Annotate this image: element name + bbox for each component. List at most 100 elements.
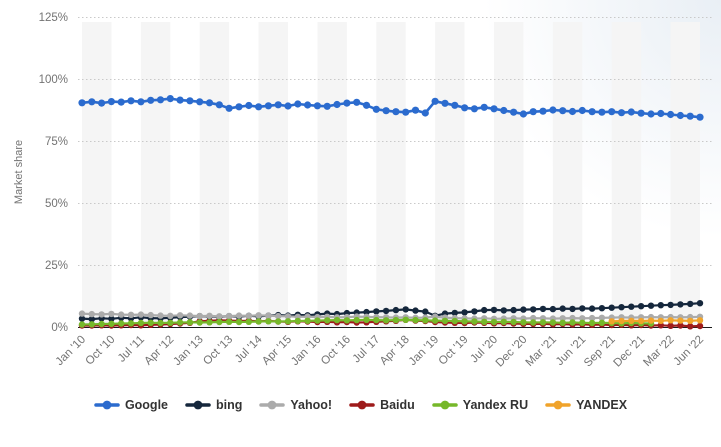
data-point[interactable] [205,99,214,107]
data-point[interactable] [402,306,409,313]
data-point[interactable] [421,109,429,117]
data-point[interactable] [617,109,626,117]
data-point[interactable] [196,312,203,320]
data-point[interactable] [411,106,420,114]
data-point[interactable] [549,106,557,114]
data-point[interactable] [559,305,566,312]
data-point[interactable] [108,310,115,318]
data-point[interactable] [392,316,400,324]
data-point[interactable] [667,110,675,119]
data-point[interactable] [441,317,449,324]
data-point[interactable] [500,307,507,314]
data-point[interactable] [304,317,311,324]
data-point[interactable] [559,319,566,326]
data-point[interactable] [461,309,468,316]
data-point[interactable] [530,314,537,322]
data-point[interactable] [608,108,616,116]
data-point[interactable] [147,319,154,326]
data-point[interactable] [677,322,684,329]
data-point[interactable] [88,315,96,323]
data-point[interactable] [471,308,478,315]
data-point[interactable] [137,319,145,327]
data-point[interactable] [372,105,380,113]
data-point[interactable] [667,322,674,329]
data-point[interactable] [294,317,301,325]
data-point[interactable] [451,101,459,109]
data-point[interactable] [412,307,419,314]
data-point[interactable] [206,312,213,319]
data-point[interactable] [461,318,468,325]
legend-item-baidu[interactable]: Baidu [349,398,415,412]
data-point[interactable] [245,101,253,110]
data-point[interactable] [461,104,469,112]
data-point[interactable] [490,318,498,326]
data-point[interactable] [637,317,645,325]
data-point[interactable] [255,312,262,319]
data-point[interactable] [314,317,321,324]
data-point[interactable] [657,317,664,324]
data-point[interactable] [333,100,341,109]
data-point[interactable] [696,322,704,330]
data-point[interactable] [637,109,645,117]
data-point[interactable] [225,104,233,112]
data-point[interactable] [274,101,282,109]
series-yandex[interactable] [608,317,704,325]
data-point[interactable] [353,98,361,106]
data-point[interactable] [549,319,557,326]
data-point[interactable] [78,310,86,317]
data-point[interactable] [647,302,655,309]
data-point[interactable] [323,102,331,110]
data-point[interactable] [422,308,429,315]
data-point[interactable] [382,317,390,324]
data-point[interactable] [108,315,115,322]
data-point[interactable] [362,101,371,109]
data-point[interactable] [696,300,704,307]
data-point[interactable] [98,99,106,107]
data-point[interactable] [539,107,547,115]
data-point[interactable] [157,312,164,319]
data-point[interactable] [647,110,655,118]
data-point[interactable] [569,319,576,326]
data-point[interactable] [687,317,694,324]
legend-item-yahoo[interactable]: Yahoo! [259,398,332,412]
data-point[interactable] [686,112,694,120]
data-point[interactable] [657,322,664,329]
data-point[interactable] [569,314,576,322]
data-point[interactable] [343,99,351,107]
data-point[interactable] [98,311,105,318]
data-point[interactable] [559,315,566,322]
data-point[interactable] [588,319,596,327]
data-point[interactable] [579,319,586,326]
data-point[interactable] [225,312,233,320]
data-point[interactable] [235,318,243,326]
legend-item-yandex-ru[interactable]: Yandex RU [432,398,528,412]
data-point[interactable] [157,319,164,327]
data-point[interactable] [88,310,96,318]
data-point[interactable] [147,96,155,104]
data-point[interactable] [382,107,390,115]
data-point[interactable] [657,302,664,309]
data-point[interactable] [88,98,96,106]
data-point[interactable] [304,101,312,109]
data-point[interactable] [265,312,272,319]
data-point[interactable] [559,107,567,115]
data-point[interactable] [647,317,655,324]
data-point[interactable] [520,306,527,313]
data-point[interactable] [608,318,615,325]
data-point[interactable] [127,311,135,318]
data-point[interactable] [78,321,86,328]
data-point[interactable] [98,320,105,328]
data-point[interactable] [579,315,586,322]
data-point[interactable] [578,106,586,115]
data-point[interactable] [176,319,184,326]
data-point[interactable] [441,99,449,107]
data-point[interactable] [284,102,292,110]
data-point[interactable] [275,318,282,325]
data-point[interactable] [520,319,527,326]
data-point[interactable] [598,305,606,312]
data-point[interactable] [373,316,380,324]
data-point[interactable] [509,108,518,116]
data-point[interactable] [196,319,203,326]
data-point[interactable] [363,308,370,316]
data-point[interactable] [481,306,488,314]
